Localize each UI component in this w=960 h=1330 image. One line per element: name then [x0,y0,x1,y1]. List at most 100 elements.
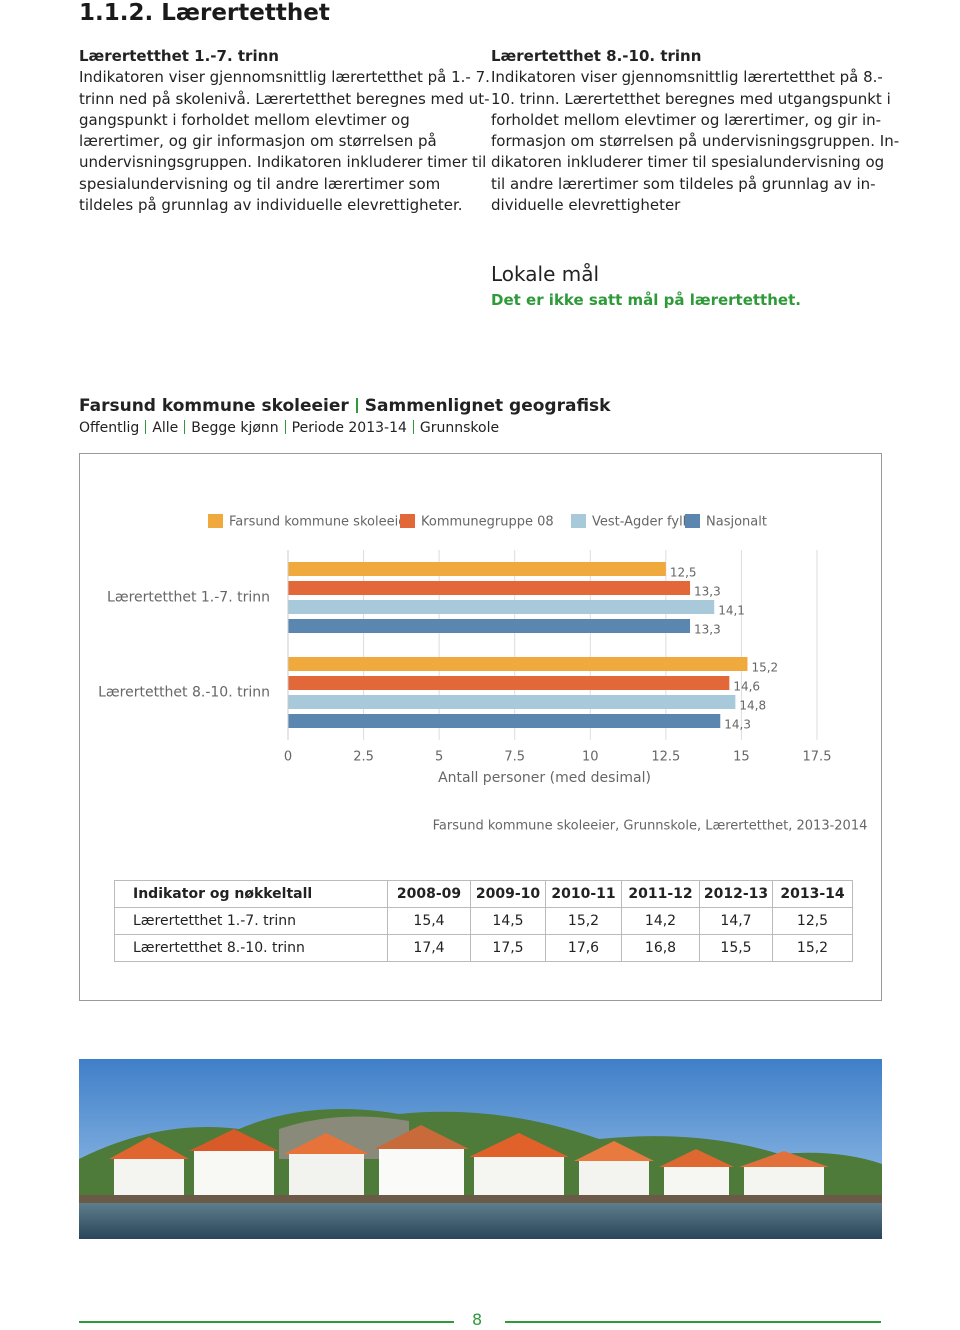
title-part: Sammenlignet geografisk [364,396,611,416]
text-line: 10. trinn. Lærertetthet beregnes med utg… [491,89,891,108]
x-tick-label: 5 [435,750,443,765]
table-header-row: Indikator og nøkkeltall 2008-09 2009-10 201… [114,880,853,908]
value-label: 12,5 [670,566,697,580]
text-line: trinn ned på skolenivå. Lærertetthet ber… [79,89,490,108]
legend-label: Farsund kommune skoleeier [229,515,412,530]
footer-line [505,1321,881,1323]
text-line: spesialundervisning og til andre lærerti… [79,174,441,193]
text-line: tildeles på grunnlag av individuelle ele… [79,196,463,215]
footer-line [79,1321,454,1323]
page-number: 8 [472,1310,483,1329]
x-tick-label: 2.5 [353,750,374,765]
bar [288,676,730,690]
table-cell: 12,5 [772,907,853,935]
text-line: forholdet mellom elevtimer og lærertimer… [491,110,882,129]
separator [184,420,186,434]
legend-swatch [685,514,700,528]
text-column: Lærertetthet 1.-7. trinn Indikatoren vise… [79,46,490,216]
x-tick-label: 0 [284,750,292,765]
separator [145,420,147,434]
x-tick-label: 10 [582,750,599,765]
title-part: Farsund kommune skoleeier [79,396,349,416]
table-cell: 15,2 [545,907,622,935]
header-cell: Indikator og nøkkeltall [114,880,388,908]
separator [412,420,414,434]
value-label: 15,2 [751,661,778,675]
filter: Grunnskole [419,420,500,436]
text-line: dividuelle elevrettigheter [491,196,681,215]
section-title: Lokale mål [491,262,600,286]
chart-caption: Farsund kommune skoleeier, Grunnskole, L… [433,819,868,834]
x-tick-label: 17.5 [803,750,832,765]
bar [288,600,715,614]
houses [109,1125,829,1197]
column-title: Lærertetthet 8.-10. trinn [491,47,702,65]
text-line: Indikatoren viser gjennomsnittlig lærert… [491,68,883,87]
filter: Alle [152,420,179,436]
quay [79,1195,882,1203]
value-label: 14,8 [739,699,766,713]
header-cell: 2008-09 [387,880,471,908]
heading: 1.1.2. Lærertetthet [79,0,330,26]
bar [288,657,748,671]
x-tick-label: 7.5 [504,750,525,765]
data-table: Indikator og nøkkeltall 2008-09 2009-10 201… [114,880,853,962]
value-label: 13,3 [694,585,721,599]
text-line: lærertimer, og gir informasjon om større… [79,132,437,151]
text-line: dikatoren inkluderer timer til spesialun… [491,153,885,172]
legend-swatch [208,514,223,528]
table-cell: 17,6 [545,934,622,962]
filter: Periode 2013-14 [291,420,407,436]
figure-filters: Offentlig Alle Begge kjønn Periode 2013-14 G… [79,420,499,436]
water [79,1203,882,1239]
legend-swatch [571,514,586,528]
header-cell: 2011-12 [621,880,700,908]
bar [288,619,691,633]
table-cell: 15,4 [387,907,471,935]
bar [288,714,721,728]
table-cell: 16,8 [621,934,700,962]
table-cell: 14,2 [621,907,700,935]
header-cell: 2013-14 [772,880,853,908]
section-text: Det er ikke satt mål på lærertetthet. [491,291,801,309]
header-cell: 2010-11 [545,880,622,908]
text-line: formasjon om størrelsen på undervisnings… [491,132,900,151]
table-row: Lærertetthet 8.-10. trinn 17,4 17,5 17,6 16,… [114,934,853,962]
table-cell: 17,5 [470,934,546,962]
value-label: 14,3 [724,718,751,732]
table-cell: Lærertetthet 8.-10. trinn [114,934,388,962]
figure-title: Farsund kommune skoleeier Sammenlignet ge… [79,396,610,416]
filter: Begge kjønn [191,420,279,436]
x-tick-label: 15 [733,750,750,765]
bar [288,695,736,709]
column-title: Lærertetthet 1.-7. trinn [79,47,279,65]
header-cell: 2009-10 [470,880,546,908]
bar [288,581,691,595]
separator [355,398,358,413]
text-column: Lærertetthet 8.-10. trinn Indikatoren vis… [491,46,899,216]
legend-label: Kommunegruppe 08 [421,515,554,530]
header-cell: 2012-13 [699,880,773,908]
table-cell: 14,7 [699,907,773,935]
category-label: Lærertetthet 8.-10. trinn [98,685,270,701]
photo [79,1059,882,1239]
table-cell: 14,5 [470,907,546,935]
legend-label: Vest-Agder fylke [592,515,698,530]
category-label: Lærertetthet 1.-7. trinn [107,590,270,606]
table-cell: 15,5 [699,934,773,962]
text-line: til andre lærertimer som tildeles på gru… [491,174,876,193]
table-row: Lærertetthet 1.-7. trinn 15,4 14,5 15,2 14,2… [114,907,853,935]
value-label: 13,3 [694,623,721,637]
bar [288,562,666,576]
value-label: 14,6 [733,680,760,694]
text-line: Indikatoren viser gjennomsnittlig lærert… [79,68,490,87]
table-cell: Lærertetthet 1.-7. trinn [114,907,388,935]
value-label: 14,1 [718,604,745,618]
x-tick-label: 12.5 [651,750,680,765]
legend-swatch [400,514,415,528]
separator [284,420,286,434]
table-cell: 17,4 [387,934,471,962]
legend-label: Nasjonalt [706,515,767,530]
